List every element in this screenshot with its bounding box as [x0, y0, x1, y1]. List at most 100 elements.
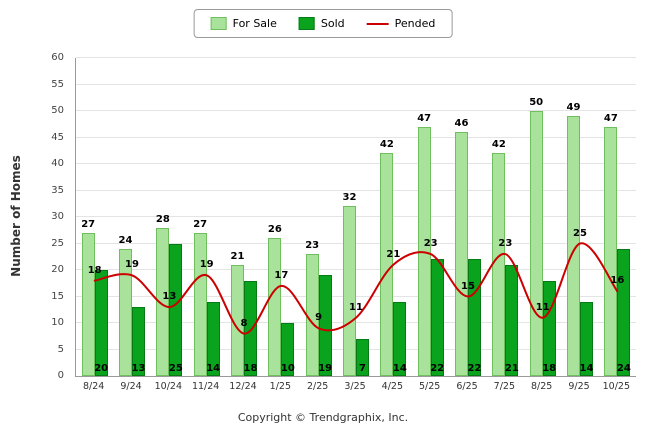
- plot-area: 27 20 18 24 13 19 28 25 13 27 14 19 21 18 8 26 10 17 23 19 9…: [75, 57, 636, 377]
- y-tick-label: 60: [51, 52, 64, 63]
- sold-value-label: 18: [243, 363, 258, 374]
- bar-for-sale: [119, 248, 132, 376]
- sold-value-label: 24: [616, 363, 631, 374]
- y-tick-label: 50: [51, 105, 64, 116]
- y-axis-tick-labels: 0 5 10 15 20 25 30 35 40 45 50 55 60: [40, 52, 70, 381]
- bar-for-sale: [604, 126, 618, 376]
- x-tick-label: 9/25: [568, 381, 590, 392]
- bar-sold: [580, 301, 593, 376]
- gridline: [76, 163, 636, 164]
- pended-value-label: 16: [610, 275, 625, 287]
- y-tick-label: 0: [57, 370, 64, 381]
- bar-sold: [393, 301, 407, 376]
- legend-item-sold: Sold: [298, 17, 345, 30]
- pended-swatch-icon: [366, 22, 389, 25]
- bar-sold: [617, 248, 631, 376]
- x-tick-label: 2/25: [306, 381, 329, 392]
- gridline: [76, 110, 636, 111]
- for-sale-value-label: 50: [529, 97, 544, 108]
- bar-sold: [505, 264, 519, 376]
- y-tick-label: 15: [51, 290, 64, 302]
- for-sale-value-label: 32: [342, 192, 357, 204]
- pended-line: [93, 242, 619, 335]
- x-tick-label: 6/25: [456, 381, 478, 392]
- sold-value-label: 22: [467, 363, 482, 374]
- x-tick-label: 9/24: [120, 381, 142, 392]
- pended-value-label: 25: [573, 227, 587, 239]
- y-tick-label: 35: [51, 184, 64, 196]
- sold-value-label: 21: [504, 363, 519, 374]
- for-sale-value-label: 47: [417, 112, 432, 124]
- y-axis-title: Number of Homes: [9, 155, 23, 277]
- x-tick-label: 4/25: [381, 381, 403, 392]
- copyright-text: Copyright © Trendgraphix, Inc.: [237, 411, 409, 424]
- for-sale-value-label: 21: [230, 250, 245, 262]
- legend-label-for-sale: For Sale: [232, 17, 277, 30]
- x-tick-label: 8/24: [82, 381, 105, 392]
- gridline: [76, 83, 636, 85]
- sold-value-label: 19: [318, 363, 333, 374]
- bar-sold: [318, 275, 332, 376]
- pended-value-label: 18: [87, 264, 102, 276]
- y-tick-label: 30: [51, 211, 64, 222]
- sold-value-label: 14: [206, 363, 221, 374]
- for-sale-value-label: 49: [566, 102, 581, 114]
- gridline: [76, 295, 636, 297]
- sold-value-label: 14: [392, 363, 407, 374]
- pended-value-label: 23: [423, 238, 438, 250]
- gridline: [76, 189, 636, 191]
- pended-value-label: 19: [125, 259, 139, 271]
- legend-item-for-sale: For Sale: [210, 17, 277, 30]
- bar-for-sale: [343, 206, 356, 376]
- bar-for-sale: [268, 238, 282, 376]
- bar-sold: [169, 243, 183, 376]
- for-sale-value-label: 24: [118, 234, 133, 246]
- for-sale-value-label: 42: [491, 139, 506, 151]
- x-tick-label: 10/24: [154, 381, 183, 392]
- pended-value-label: 15: [461, 280, 475, 292]
- y-tick-label: 25: [51, 237, 64, 249]
- pended-value-label: 11: [349, 301, 363, 313]
- gridline: [76, 322, 636, 323]
- for-sale-swatch-icon: [210, 17, 227, 30]
- gridline: [76, 269, 636, 270]
- for-sale-value-label: 23: [305, 240, 320, 252]
- bar-for-sale: [193, 232, 207, 376]
- y-tick-label: 20: [51, 264, 64, 275]
- for-sale-value-label: 47: [603, 112, 618, 124]
- sold-value-label: 14: [579, 363, 594, 374]
- bar-for-sale: [81, 232, 95, 376]
- gridline: [76, 57, 636, 58]
- x-tick-label: 8/25: [530, 381, 553, 392]
- bar-for-sale: [567, 116, 580, 376]
- pended-value-label: 9: [315, 312, 323, 324]
- sold-value-label: 13: [131, 363, 146, 374]
- pended-value-label: 8: [240, 317, 248, 329]
- sold-value-label: 7: [359, 363, 366, 374]
- sold-value-label: 10: [280, 363, 295, 374]
- y-tick-label: 10: [51, 317, 64, 328]
- x-tick-label: 10/25: [602, 381, 631, 392]
- x-tick-label: 5/25: [418, 381, 441, 392]
- bar-for-sale: [156, 227, 170, 376]
- pended-value-label: 17: [274, 269, 289, 281]
- for-sale-value-label: 42: [379, 139, 394, 151]
- bar-sold: [206, 301, 220, 376]
- for-sale-value-label: 27: [193, 218, 208, 230]
- y-tick-label: 55: [51, 78, 64, 90]
- legend-item-pended: Pended: [366, 17, 435, 30]
- y-tick-label: 5: [57, 343, 64, 355]
- x-axis-tick-labels: 8/24 9/24 10/24 11/24 12/24 1/25 2/25 3/25 4/25 5…: [75, 381, 635, 395]
- bar-sold: [244, 280, 257, 376]
- pended-value-label: 21: [386, 248, 401, 260]
- y-tick-label: 45: [51, 131, 64, 143]
- x-tick-label: 11/24: [191, 381, 220, 392]
- sold-value-label: 18: [542, 363, 557, 374]
- x-tick-label: 12/24: [229, 381, 257, 392]
- pended-value-label: 13: [162, 291, 177, 303]
- for-sale-value-label: 26: [267, 224, 282, 236]
- legend-label-sold: Sold: [320, 17, 345, 30]
- for-sale-value-label: 46: [454, 118, 469, 130]
- pended-value-label: 11: [535, 301, 550, 313]
